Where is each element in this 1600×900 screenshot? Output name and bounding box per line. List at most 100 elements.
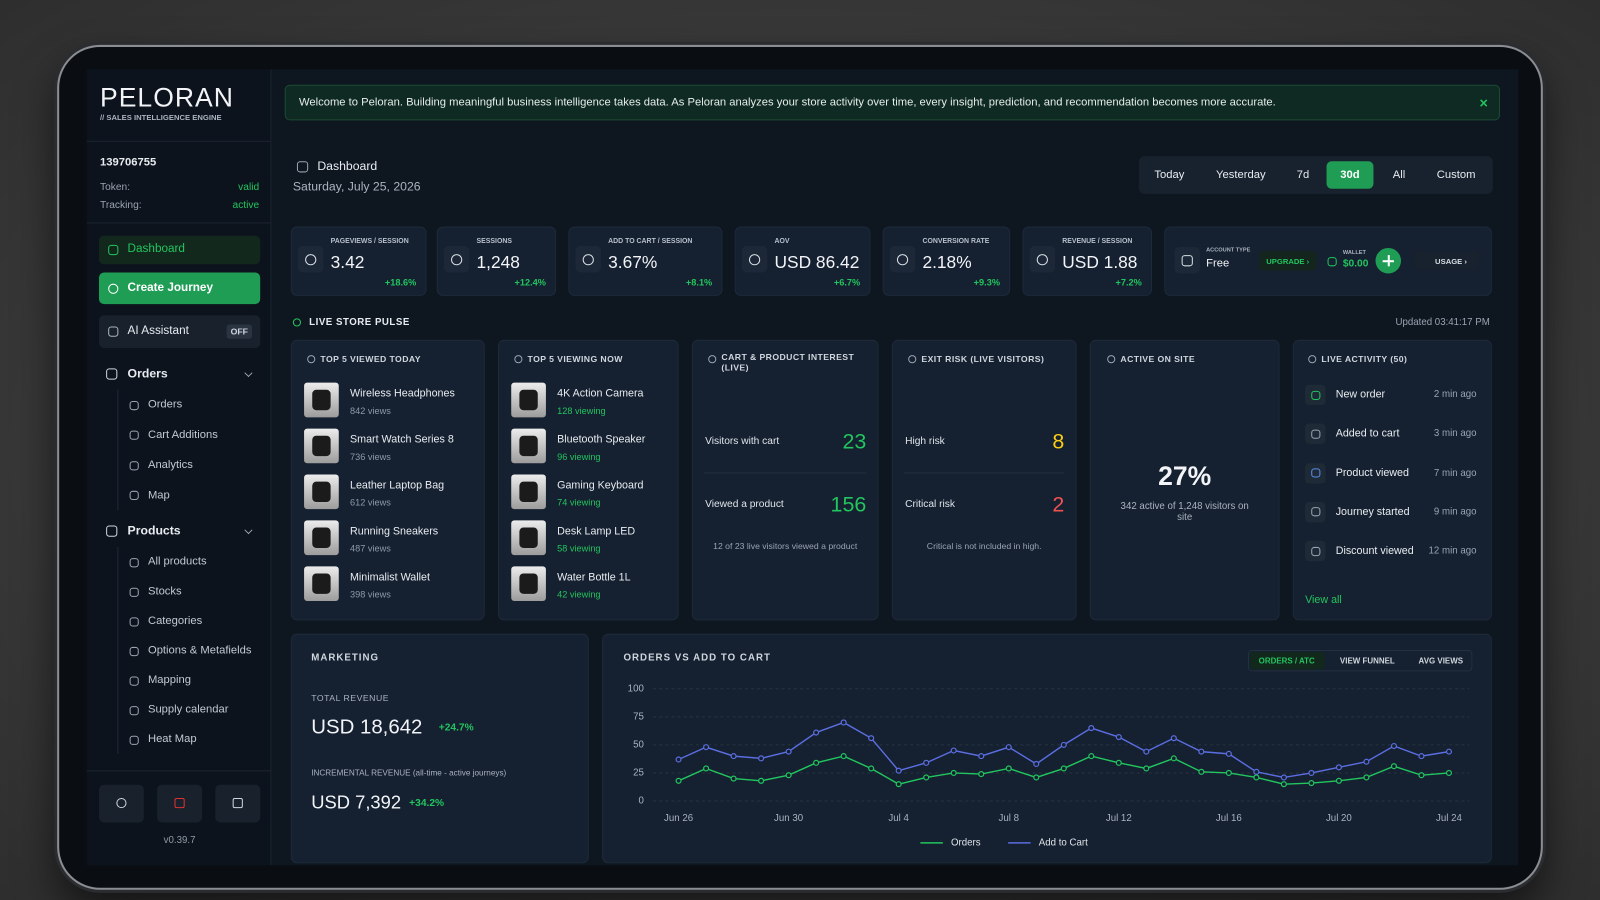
panel-title: LIVE ACTIVITY (50) xyxy=(1321,353,1408,365)
usage-button[interactable] xyxy=(1413,251,1480,271)
version: v0.39.7 xyxy=(163,834,196,847)
wallet-value: $0.00 xyxy=(1342,258,1369,270)
nav-item[interactable]: Heat Map xyxy=(147,733,197,746)
nav-label[interactable]: Create Journey xyxy=(127,281,213,294)
range-active[interactable] xyxy=(1326,161,1374,189)
icon xyxy=(174,797,185,809)
language-button[interactable] xyxy=(157,784,203,823)
banner-text: Welcome to Peloran. Building meaningful … xyxy=(298,96,1276,109)
icon xyxy=(1308,355,1317,364)
usage-text[interactable]: USAGE › xyxy=(1435,256,1467,266)
product-name[interactable]: Minimalist Wallet xyxy=(349,571,430,584)
product-name[interactable]: Desk Lamp LED xyxy=(557,525,636,538)
product-name[interactable]: Leather Laptop Bag xyxy=(349,479,445,492)
nav-item[interactable]: Analytics xyxy=(147,458,193,471)
product-name[interactable]: Water Bottle 1L xyxy=(557,571,631,584)
nav-label[interactable]: AI Assistant xyxy=(127,324,189,337)
banner-close[interactable]: × xyxy=(1479,94,1488,111)
updated-time: Updated 03:41:17 PM xyxy=(1395,316,1490,328)
upgrade-text[interactable]: UPGRADE › xyxy=(1266,256,1310,266)
nav-item[interactable]: Mapping xyxy=(147,673,192,687)
range-button[interactable]: 30d xyxy=(1340,168,1360,182)
activity-label: Journey started xyxy=(1335,505,1410,518)
nav-label[interactable]: Dashboard xyxy=(127,242,185,256)
nav-item[interactable]: Stocks xyxy=(147,585,182,598)
kpi-change: +6.7% xyxy=(833,277,861,288)
chart-tab[interactable]: ORDERS / ATC xyxy=(1258,655,1315,666)
thumbnail-object xyxy=(312,481,331,503)
nav-item[interactable]: Map xyxy=(147,488,170,501)
metric-change: +34.2% xyxy=(409,797,445,810)
thumbnail-object xyxy=(519,573,538,594)
icon xyxy=(129,735,139,745)
product-name[interactable]: Running Sneakers xyxy=(349,525,439,538)
kpi-change: +18.6% xyxy=(384,277,417,288)
product-name[interactable]: Gaming Keyboard xyxy=(557,479,644,492)
account-type: Free xyxy=(1206,257,1230,270)
panel-title: ACTIVE ON SITE xyxy=(1120,353,1196,365)
view-all-link[interactable]: View all xyxy=(1305,593,1342,606)
chart-tab-active[interactable] xyxy=(1249,652,1325,670)
panel xyxy=(691,339,879,621)
product-name[interactable]: Wireless Headphones xyxy=(349,387,455,400)
nav-item[interactable]: Orders xyxy=(147,398,183,411)
section-title: LIVE STORE PULSE xyxy=(309,316,410,328)
page-title: Dashboard xyxy=(317,158,378,174)
thumbnail-object xyxy=(519,481,538,503)
nav-item[interactable]: All products xyxy=(147,555,207,568)
kpi-value: 3.67% xyxy=(608,252,658,273)
metric-change: +24.7% xyxy=(438,722,474,734)
icon xyxy=(129,676,139,686)
nav-create-journey[interactable] xyxy=(98,272,261,305)
product-meta: 96 viewing xyxy=(557,451,601,462)
range-button[interactable]: 7d xyxy=(1296,168,1310,182)
nav-dashboard[interactable] xyxy=(98,235,261,265)
status-value: active xyxy=(232,199,260,212)
range-button[interactable]: All xyxy=(1392,168,1406,182)
icon xyxy=(896,253,909,265)
panel xyxy=(1089,339,1280,621)
nav-item[interactable]: Options & Metafields xyxy=(147,644,252,657)
product-meta: 736 views xyxy=(349,451,391,462)
range-button[interactable]: Custom xyxy=(1436,168,1476,182)
range-button[interactable]: Yesterday xyxy=(1216,168,1266,182)
chart-tab[interactable]: VIEW FUNNEL xyxy=(1339,655,1395,666)
group-label[interactable]: Orders xyxy=(127,366,168,381)
icon xyxy=(105,367,117,380)
icon xyxy=(1310,507,1320,517)
icon xyxy=(1181,254,1193,266)
chart-tab[interactable]: AVG VIEWS xyxy=(1418,655,1464,666)
activity-time: 9 min ago xyxy=(1433,506,1477,518)
nav-item[interactable]: Supply calendar xyxy=(147,703,229,716)
kpi-card xyxy=(882,226,1011,296)
icon xyxy=(908,355,917,364)
nav-item[interactable]: Cart Additions xyxy=(147,428,218,441)
logout-button[interactable] xyxy=(215,784,261,823)
banner xyxy=(284,84,1500,121)
icon xyxy=(129,460,139,470)
kpi-value: USD 1.88 xyxy=(1062,252,1138,273)
product-meta: 842 views xyxy=(349,405,391,416)
group-label[interactable]: Products xyxy=(127,523,181,538)
nav-item[interactable]: Categories xyxy=(147,614,203,627)
icon xyxy=(748,253,761,265)
upgrade-button[interactable] xyxy=(1259,251,1317,271)
product-name[interactable]: 4K Action Camera xyxy=(557,387,644,400)
icon xyxy=(129,705,139,715)
metric-label: INCREMENTAL REVENUE (all-time - active j… xyxy=(311,768,507,778)
range-button[interactable]: Today xyxy=(1154,168,1185,182)
product-meta: 58 viewing xyxy=(557,543,601,554)
product-name[interactable]: Bluetooth Speaker xyxy=(557,433,646,446)
product-name[interactable]: Smart Watch Series 8 xyxy=(349,433,454,446)
product-meta: 398 views xyxy=(349,589,391,600)
metric-value: 23 xyxy=(842,430,867,454)
badge xyxy=(226,324,253,339)
icon xyxy=(116,797,127,809)
activity-time: 12 min ago xyxy=(1428,545,1477,557)
status-value: valid xyxy=(238,181,260,193)
activity-icon-box xyxy=(1305,384,1326,406)
brand: PELORAN xyxy=(99,82,234,113)
active-text: 342 active of 1,248 visitors on site xyxy=(1120,500,1249,524)
icon xyxy=(129,400,139,410)
icon xyxy=(582,253,594,265)
